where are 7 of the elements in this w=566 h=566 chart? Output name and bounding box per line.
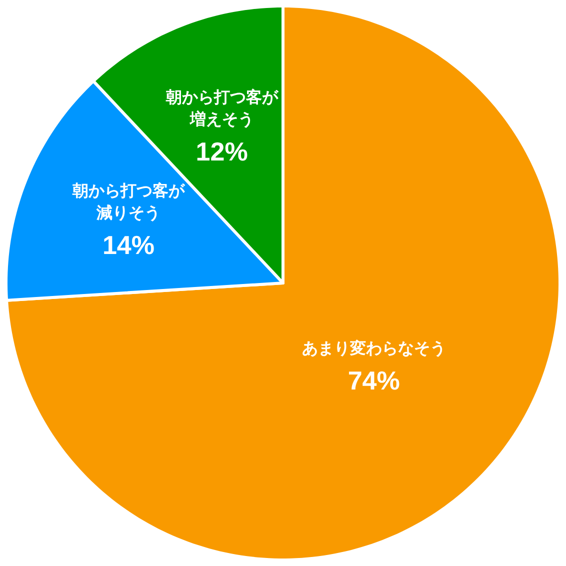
pie-slice: [5, 4, 562, 562]
data-label: 12%: [196, 136, 248, 166]
data-label: 14%: [102, 230, 154, 260]
slice-label: あまり変わらなそう: [302, 338, 446, 358]
data-label: 74%: [348, 365, 400, 396]
slice-label: 朝から打つ客が減りそう: [71, 180, 186, 222]
slice-label: 朝から打つ客が増えそう: [164, 87, 279, 128]
